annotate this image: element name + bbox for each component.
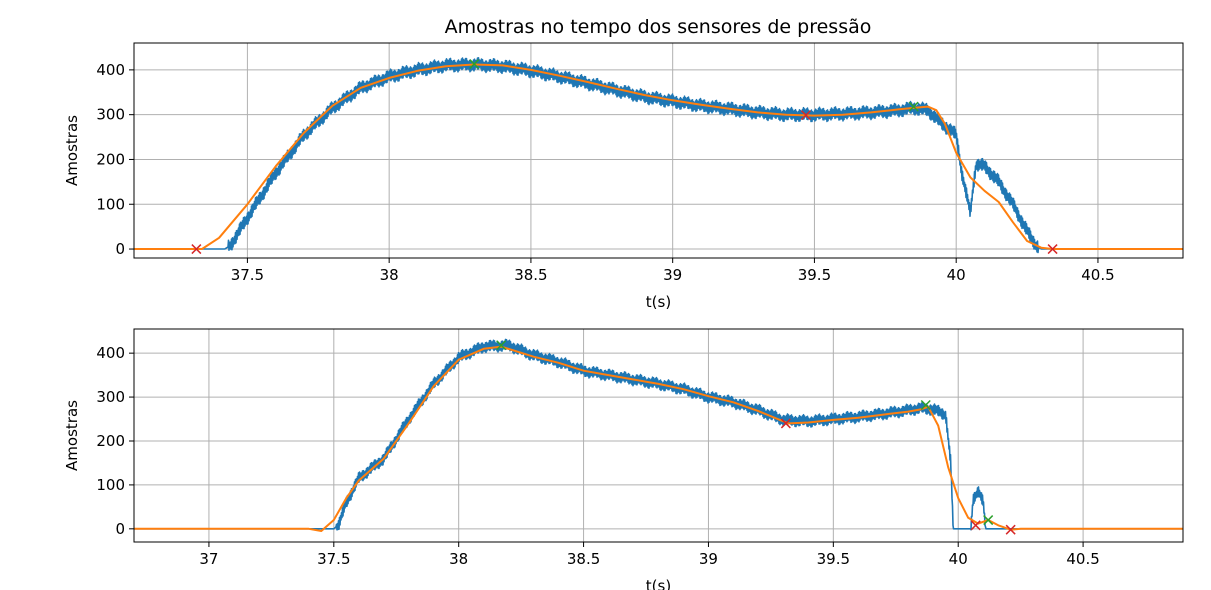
axes-frame: [133, 42, 1184, 259]
x-tick: 37.5: [231, 258, 264, 284]
x-tick: 38: [380, 258, 399, 284]
y-tick: 100: [96, 195, 134, 213]
x-tick-label: 40.5: [1081, 266, 1114, 284]
x-tick: 39: [699, 542, 718, 568]
valley-marker: [780, 418, 791, 429]
peak-marker: [983, 515, 994, 526]
axes-frame: [133, 328, 1184, 543]
y-tick: 0: [115, 240, 134, 258]
x-tick-label: 38: [380, 266, 399, 284]
y-axis-label: Amostras: [63, 400, 81, 471]
y-tick: 300: [96, 106, 134, 124]
y-tick: 200: [96, 432, 134, 450]
peak-marker: [469, 59, 480, 70]
x-tick-label: 37.5: [231, 266, 264, 284]
y-tick: 200: [96, 150, 134, 168]
valley-marker: [191, 244, 202, 255]
x-tick: 38.5: [514, 258, 548, 284]
x-tick: 38: [449, 542, 468, 568]
peak-marker: [496, 340, 507, 351]
valley-marker: [800, 110, 811, 121]
x-tick: 37: [199, 542, 218, 568]
smoothed-signal-line: [134, 63, 1183, 250]
chart-title: Amostras no tempo dos sensores de pressã…: [445, 16, 872, 38]
x-tick: 40.5: [1081, 258, 1115, 284]
raw-signal-line: [134, 57, 1183, 254]
y-tick-label: 400: [96, 61, 125, 79]
y-tick: 400: [96, 344, 134, 362]
x-tick-label: 40: [949, 550, 968, 568]
valley-marker: [1005, 524, 1016, 535]
x-tick-label: 37.5: [317, 550, 350, 568]
y-tick-label: 300: [96, 106, 125, 124]
y-tick-label: 200: [96, 150, 125, 168]
y-tick-label: 100: [96, 476, 125, 494]
x-tick: 40: [949, 542, 968, 568]
plot-area: [134, 338, 1183, 535]
raw-signal-line: [134, 338, 1183, 531]
y-tick-label: 400: [96, 344, 125, 362]
x-tick: 39: [663, 258, 682, 284]
smoothed-signal-line: [134, 345, 1183, 532]
x-tick-label: 39: [699, 550, 718, 568]
x-tick: 40.5: [1066, 542, 1100, 568]
x-tick-label: 39.5: [817, 550, 850, 568]
peak-marker: [908, 101, 919, 112]
y-tick: 100: [96, 476, 134, 494]
y-tick-label: 0: [115, 520, 125, 538]
x-tick-label: 38: [449, 550, 468, 568]
y-tick-label: 300: [96, 388, 125, 406]
y-tick-label: 0: [115, 240, 125, 258]
valley-marker: [970, 520, 981, 531]
x-axis-label: t(s): [646, 577, 671, 590]
x-tick: 38.5: [567, 542, 600, 568]
x-tick-label: 38.5: [514, 266, 547, 284]
x-axis-label: t(s): [646, 293, 671, 311]
x-tick-label: 38.5: [567, 550, 600, 568]
x-tick-label: 40.5: [1066, 550, 1099, 568]
y-tick-label: 100: [96, 195, 125, 213]
valley-marker: [1047, 244, 1058, 255]
x-tick-label: 39: [663, 266, 682, 284]
x-tick: 37.5: [317, 542, 351, 568]
bottom-panel: 37 37.5 38 38.5 39 39.5 40 40.5 0 100 200 300 400 t(s…: [63, 328, 1184, 590]
x-tick: 40: [947, 258, 966, 284]
peak-marker: [920, 399, 931, 411]
top-panel: 37.5 38 38.5 39 39.5 40 40.5 0 100 200 300 400 t(s) A…: [63, 42, 1184, 311]
y-tick-label: 200: [96, 432, 125, 450]
x-tick: 39.5: [817, 542, 850, 568]
x-tick-label: 40: [947, 266, 966, 284]
y-tick: 300: [96, 388, 134, 406]
x-tick: 39.5: [798, 258, 831, 284]
plot-area: [134, 57, 1183, 255]
x-tick-label: 37: [199, 550, 218, 568]
y-tick: 400: [96, 61, 134, 79]
y-tick: 0: [115, 520, 134, 538]
y-axis-label: Amostras: [63, 115, 81, 186]
x-tick-label: 39.5: [798, 266, 831, 284]
